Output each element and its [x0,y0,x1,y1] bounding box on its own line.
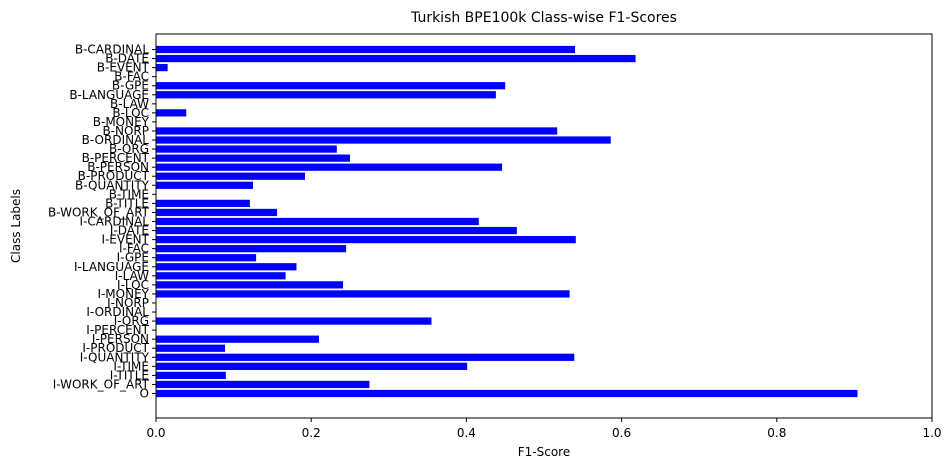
bar-b-product [156,172,305,180]
y-tick-label: B-MONEY [93,115,150,129]
x-tick-label: 0.6 [612,426,631,440]
bar-i-title [156,371,226,380]
x-tick-label: 0.8 [767,426,786,440]
y-tick-label: B-PERCENT [82,151,150,165]
x-axis-label: F1-Score [518,445,570,459]
y-tick-label: B-LANGUAGE [69,88,149,102]
y-tick-label: I-LAW [115,269,149,283]
y-tick-label: I-LOC [117,278,149,292]
bar-i-date [156,226,517,235]
bar-b-person [156,163,503,171]
y-tick-label: I-ORDINAL [86,305,149,319]
y-tick-label: B-EVENT [97,61,150,75]
bar-b-gpe [156,82,506,90]
y-tick-label: O [140,387,149,401]
y-tick-label: I-GPE [117,251,149,265]
y-tick-label: B-NORP [102,124,149,138]
y-tick-label: I-WORK_OF_ART [53,377,150,391]
bar-i-event [156,235,576,244]
bar-i-product [156,344,226,352]
bar-i-quantity [156,353,575,361]
bar-b-ordinal [156,136,611,144]
x-tick-label: 0.0 [146,426,165,440]
y-tick-label: I-MONEY [97,287,149,301]
y-axis-label: Class Labels [9,189,23,263]
y-tick-label: B-CARDINAL [75,43,149,57]
bar-b-language [156,91,496,99]
y-tick-label: I-LANGUAGE [74,260,149,274]
y-tick-label: I-QUANTITY [80,350,150,364]
y-tick-label: B-PERSON [87,160,149,174]
x-tick-label: 0.4 [457,426,476,440]
bar-i-gpe [156,254,257,262]
y-tick-label: B-WORK_OF_ART [48,205,150,219]
y-tick-label: B-LAW [110,97,149,111]
y-tick-label: B-ORG [109,142,149,156]
bar-i-law [156,272,286,280]
y-tick-label: I-CARDINAL [80,215,150,229]
bar-i-language [156,263,297,271]
x-tick-label: 0.2 [302,426,321,440]
bar-b-percent [156,154,350,162]
y-tick-label: B-TIME [109,187,149,201]
bar-b-org [156,145,337,153]
y-tick-label: B-FAC [114,70,149,84]
y-tick-label: I-PRODUCT [82,341,149,355]
y-tick-label: B-QUANTITY [75,178,150,192]
bar-i-work_of_art [156,380,370,389]
y-tick-label: B-GPE [112,79,149,93]
y-tick-label: B-ORDINAL [82,133,150,147]
y-tick-label: B-TITLE [105,196,149,210]
bar-b-work_of_art [156,208,278,217]
bar-i-loc [156,281,344,289]
y-tick-label: I-DATE [110,224,149,238]
bar-b-norp [156,127,558,135]
y-tick-label: I-TIME [113,359,149,373]
bar-o [156,389,858,398]
x-tick-label: 1.0 [922,426,941,440]
y-tick-label: B-DATE [105,52,149,66]
y-tick-label: B-LOC [112,106,149,120]
plot-frame [155,33,933,419]
y-tick-label: I-PERCENT [86,323,149,337]
bar-i-org [156,317,432,325]
bar-b-loc [156,109,187,117]
bar-b-date [156,54,636,63]
y-tick-label: I-EVENT [101,233,149,247]
y-tick-label: I-NORP [107,296,149,310]
plot-area: B-CARDINALB-DATEB-EVENTB-FACB-GPEB-LANGU… [48,43,942,441]
y-tick-label: I-TITLE [110,368,149,382]
y-tick-label: I-ORG [114,314,149,328]
bar-i-cardinal [156,217,479,226]
bar-b-event [156,63,168,72]
y-tick-label: I-PERSON [92,332,149,346]
y-tick-label: I-FAC [119,242,149,256]
bar-i-money [156,290,570,298]
bar-i-person [156,335,319,343]
y-tick-label: B-PRODUCT [78,169,150,183]
chart-title: Turkish BPE100k Class-wise F1-Scores [410,10,677,26]
bar-b-title [156,199,250,208]
bar-b-cardinal [156,45,576,54]
bar-i-fac [156,245,347,253]
bar-i-time [156,362,468,370]
bar-b-quantity [156,181,253,189]
